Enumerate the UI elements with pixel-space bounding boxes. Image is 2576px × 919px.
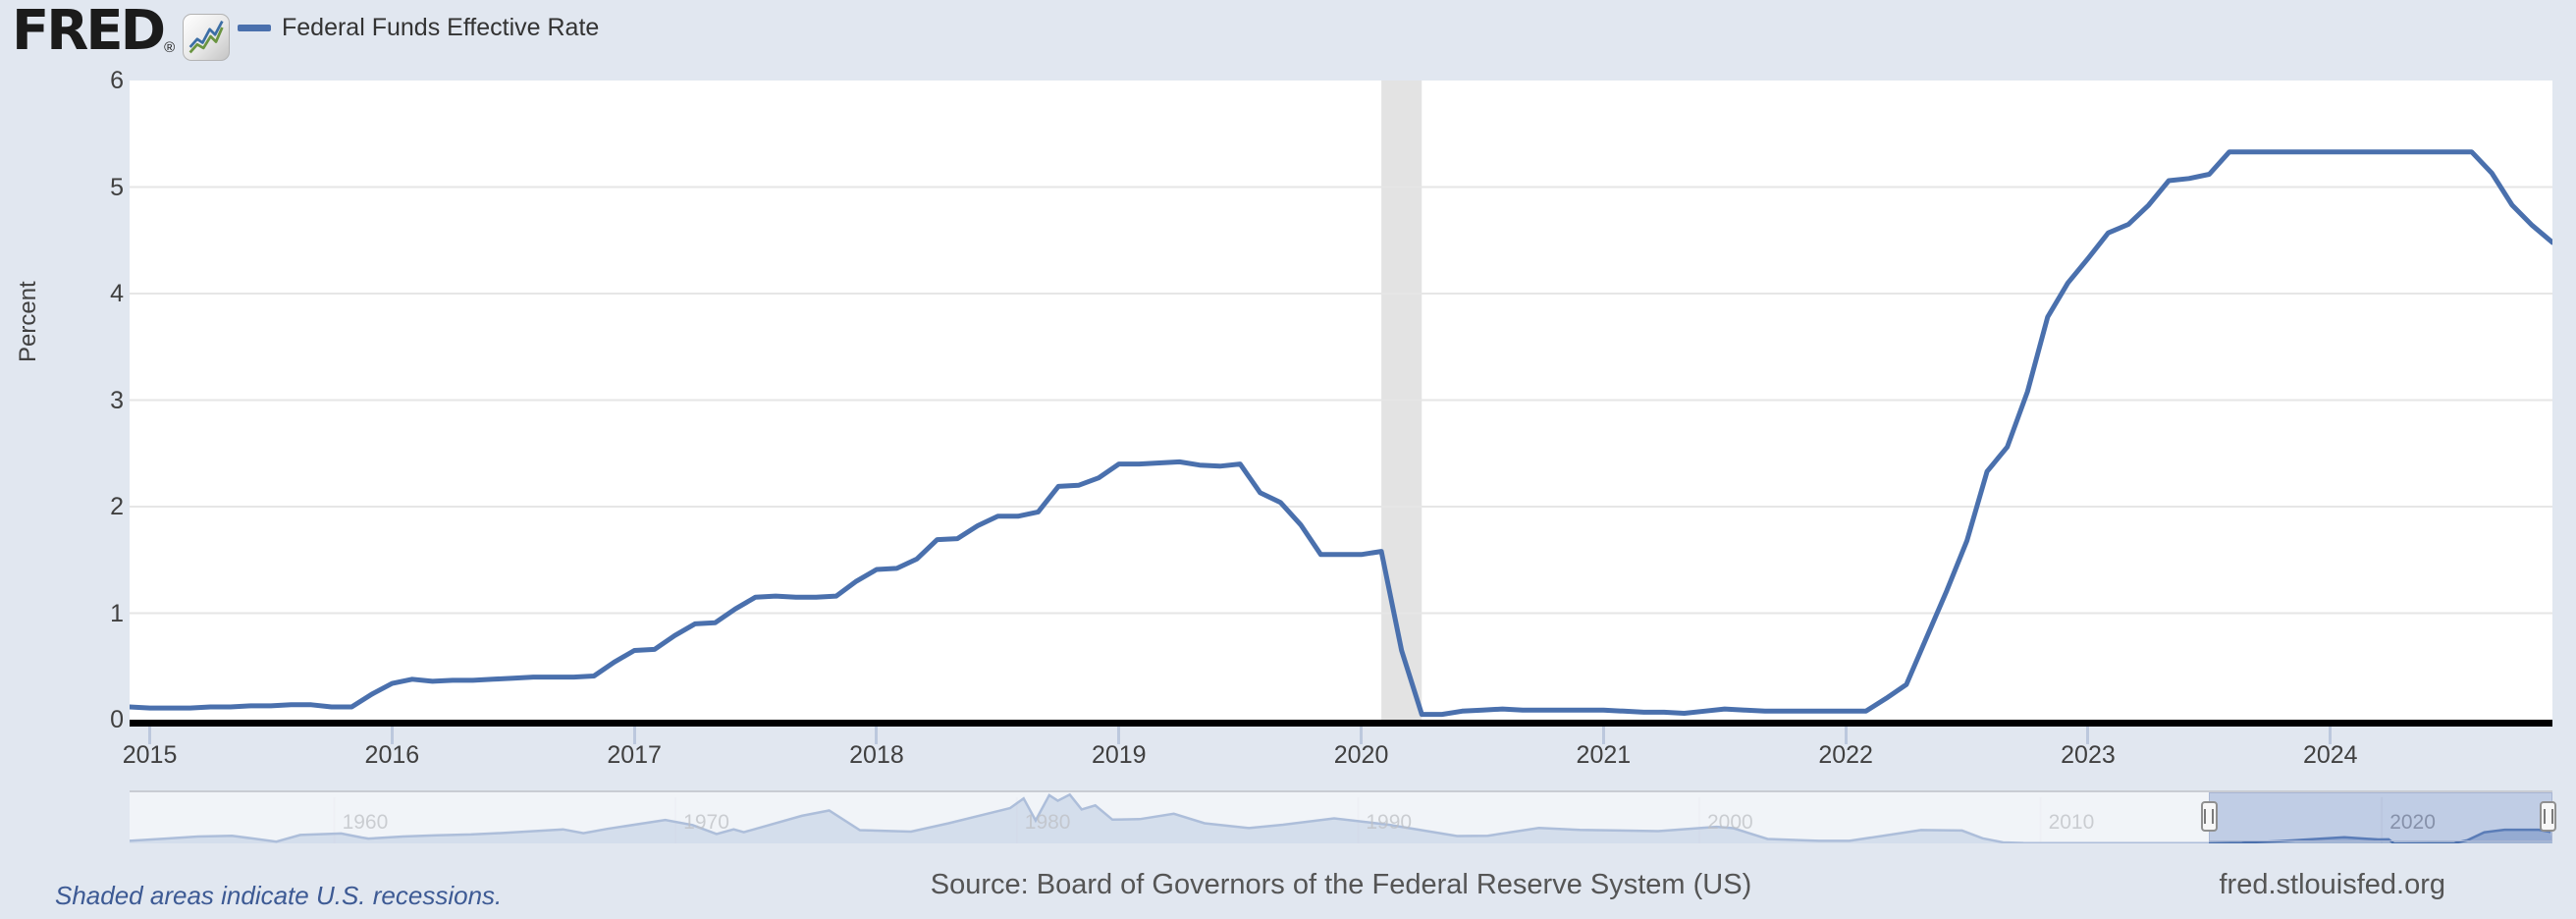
x-tick-mark <box>1117 727 1121 744</box>
fred-logo: FRED ® <box>12 0 231 63</box>
range-handle-left[interactable] <box>2200 801 2218 832</box>
range-handle-right[interactable] <box>2540 801 2556 832</box>
x-tick-mark <box>1601 727 1605 744</box>
y-axis-title: Percent <box>15 281 41 362</box>
x-tick-label: 2019 <box>1091 741 1147 769</box>
unselected-range-mask <box>130 792 2209 843</box>
x-tick-label: 2020 <box>1333 741 1389 769</box>
x-tick-mark <box>148 727 152 744</box>
range-selector[interactable]: 1960197019801990200020102020 <box>130 790 2556 843</box>
rate-line-chart <box>130 81 2552 720</box>
x-tick-label: 2022 <box>1818 741 1873 769</box>
legend-series-label: Federal Funds Effective Rate <box>282 14 600 41</box>
y-tick-label: 5 <box>110 173 124 201</box>
x-tick-mark <box>1360 727 1364 744</box>
fed-funds-rate-line <box>130 149 2552 718</box>
legend-line-marker <box>238 25 271 31</box>
source-attribution: Source: Board of Governors of the Federa… <box>930 869 1752 900</box>
x-tick-label: 2015 <box>122 741 178 769</box>
selected-range-window[interactable] <box>2208 792 2552 841</box>
y-tick-label: 4 <box>110 280 124 307</box>
y-tick-label: 0 <box>110 706 124 733</box>
y-tick-label: 2 <box>110 493 124 520</box>
fred-logo-text: FRED <box>12 0 166 63</box>
x-tick-label: 2021 <box>1576 741 1632 769</box>
series-legend: Federal Funds Effective Rate <box>238 14 599 42</box>
site-url: fred.stlouisfed.org <box>2219 869 2445 900</box>
y-tick-label: 6 <box>110 67 124 94</box>
x-tick-label: 2024 <box>2302 741 2358 769</box>
x-tick-mark <box>2329 727 2333 744</box>
x-tick-mark <box>632 727 636 744</box>
recession-note: Shaded areas indicate U.S. recessions. <box>55 881 503 910</box>
x-tick-mark <box>2086 727 2090 744</box>
x-tick-label: 2017 <box>607 741 662 769</box>
line-chart-icon <box>183 14 231 61</box>
x-tick-mark <box>390 727 394 744</box>
y-tick-label: 1 <box>110 599 124 627</box>
x-tick-mark <box>875 727 879 744</box>
x-tick-mark <box>1844 727 1848 744</box>
plot-area[interactable] <box>130 81 2552 720</box>
grip-icon <box>2543 809 2553 824</box>
x-axis-line <box>130 720 2552 727</box>
grip-icon <box>2204 809 2215 824</box>
x-tick-label: 2018 <box>849 741 904 769</box>
x-tick-label: 2016 <box>364 741 420 769</box>
registered-trademark: ® <box>164 39 176 56</box>
y-tick-label: 3 <box>110 386 124 414</box>
x-tick-label: 2023 <box>2061 741 2116 769</box>
